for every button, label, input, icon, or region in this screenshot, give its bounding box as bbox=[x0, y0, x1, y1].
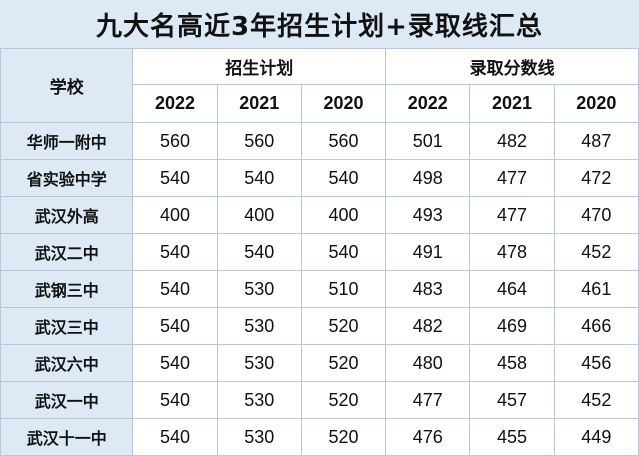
table-cell: 477 bbox=[385, 381, 471, 419]
table-row: 华师一附中 560 560 560 501 482 487 bbox=[0, 122, 639, 160]
table-cell: 540 bbox=[132, 233, 218, 271]
table-cell: 400 bbox=[300, 196, 387, 234]
table-cell: 456 bbox=[553, 344, 639, 382]
table-cell: 480 bbox=[385, 344, 471, 382]
table-cell: 560 bbox=[132, 122, 218, 160]
year-header: 2020 bbox=[553, 84, 639, 123]
table-cell: 530 bbox=[216, 270, 302, 308]
admission-table: 学校 招生计划 录取分数线 2022 2021 2020 2022 2021 2… bbox=[0, 48, 639, 456]
table-row: 武汉外高 400 400 400 493 477 470 bbox=[0, 196, 639, 234]
school-name: 华师一附中 bbox=[0, 122, 134, 160]
school-name: 省实验中学 bbox=[0, 159, 134, 197]
table-cell: 476 bbox=[385, 418, 471, 456]
table-cell: 520 bbox=[300, 418, 387, 456]
table-cell: 520 bbox=[300, 344, 387, 382]
table-cell: 470 bbox=[553, 196, 639, 234]
table-cell: 540 bbox=[132, 344, 218, 382]
table-row: 武汉六中 540 530 520 480 458 456 bbox=[0, 344, 639, 382]
year-header: 2022 bbox=[132, 84, 218, 123]
table-cell: 487 bbox=[553, 122, 639, 160]
year-header: 2021 bbox=[216, 84, 302, 123]
table-cell: 540 bbox=[300, 159, 387, 197]
table-cell: 498 bbox=[385, 159, 471, 197]
table-cell: 455 bbox=[469, 418, 555, 456]
page-title: 九大名高近3年招生计划+录取线汇总 bbox=[0, 0, 639, 48]
table-cell: 472 bbox=[553, 159, 639, 197]
table-cell: 530 bbox=[216, 307, 302, 345]
table-cell: 540 bbox=[132, 270, 218, 308]
admission-score-header: 录取分数线 bbox=[385, 48, 639, 85]
table-cell: 493 bbox=[385, 196, 471, 234]
table-cell: 452 bbox=[553, 233, 639, 271]
school-name: 武汉一中 bbox=[0, 381, 134, 419]
table-cell: 469 bbox=[469, 307, 555, 345]
table-cell: 520 bbox=[300, 381, 387, 419]
table-cell: 477 bbox=[469, 196, 555, 234]
table-cell: 560 bbox=[216, 122, 302, 160]
table-cell: 478 bbox=[469, 233, 555, 271]
school-name: 武汉六中 bbox=[0, 344, 134, 382]
table-cell: 540 bbox=[216, 233, 302, 271]
school-name: 武汉二中 bbox=[0, 233, 134, 271]
table-cell: 482 bbox=[385, 307, 471, 345]
table-cell: 491 bbox=[385, 233, 471, 271]
table-cell: 477 bbox=[469, 159, 555, 197]
table-cell: 400 bbox=[132, 196, 218, 234]
table-cell: 461 bbox=[553, 270, 639, 308]
table-row: 武汉二中 540 540 540 491 478 452 bbox=[0, 233, 639, 271]
table-cell: 540 bbox=[132, 307, 218, 345]
table-cell: 510 bbox=[300, 270, 387, 308]
table-row: 省实验中学 540 540 540 498 477 472 bbox=[0, 159, 639, 197]
table-cell: 452 bbox=[553, 381, 639, 419]
table-cell: 464 bbox=[469, 270, 555, 308]
table-cell: 540 bbox=[132, 418, 218, 456]
table-row: 武钢三中 540 530 510 483 464 461 bbox=[0, 270, 639, 308]
table-cell: 483 bbox=[385, 270, 471, 308]
year-header: 2021 bbox=[469, 84, 555, 123]
school-column-header: 学校 bbox=[0, 48, 134, 123]
table-row: 武汉一中 540 530 520 477 457 452 bbox=[0, 381, 639, 419]
table-cell: 400 bbox=[216, 196, 302, 234]
school-name: 武钢三中 bbox=[0, 270, 134, 308]
table-cell: 530 bbox=[216, 418, 302, 456]
table-row: 武汉十一中 540 530 520 476 455 449 bbox=[0, 418, 639, 456]
enrollment-plan-header: 招生计划 bbox=[132, 48, 387, 85]
table-cell: 458 bbox=[469, 344, 555, 382]
table-cell: 560 bbox=[300, 122, 387, 160]
table-row: 武汉三中 540 530 520 482 469 466 bbox=[0, 307, 639, 345]
table-cell: 540 bbox=[132, 381, 218, 419]
table-cell: 457 bbox=[469, 381, 555, 419]
school-name: 武汉十一中 bbox=[0, 418, 134, 456]
year-header: 2020 bbox=[300, 84, 387, 123]
table-cell: 530 bbox=[216, 381, 302, 419]
school-name: 武汉外高 bbox=[0, 196, 134, 234]
table-cell: 482 bbox=[469, 122, 555, 160]
table-cell: 540 bbox=[132, 159, 218, 197]
table-cell: 540 bbox=[216, 159, 302, 197]
year-header: 2022 bbox=[385, 84, 471, 123]
table-cell: 520 bbox=[300, 307, 387, 345]
table-cell: 449 bbox=[553, 418, 639, 456]
table-cell: 540 bbox=[300, 233, 387, 271]
school-name: 武汉三中 bbox=[0, 307, 134, 345]
table-cell: 530 bbox=[216, 344, 302, 382]
table-cell: 466 bbox=[553, 307, 639, 345]
table-cell: 501 bbox=[385, 122, 471, 160]
